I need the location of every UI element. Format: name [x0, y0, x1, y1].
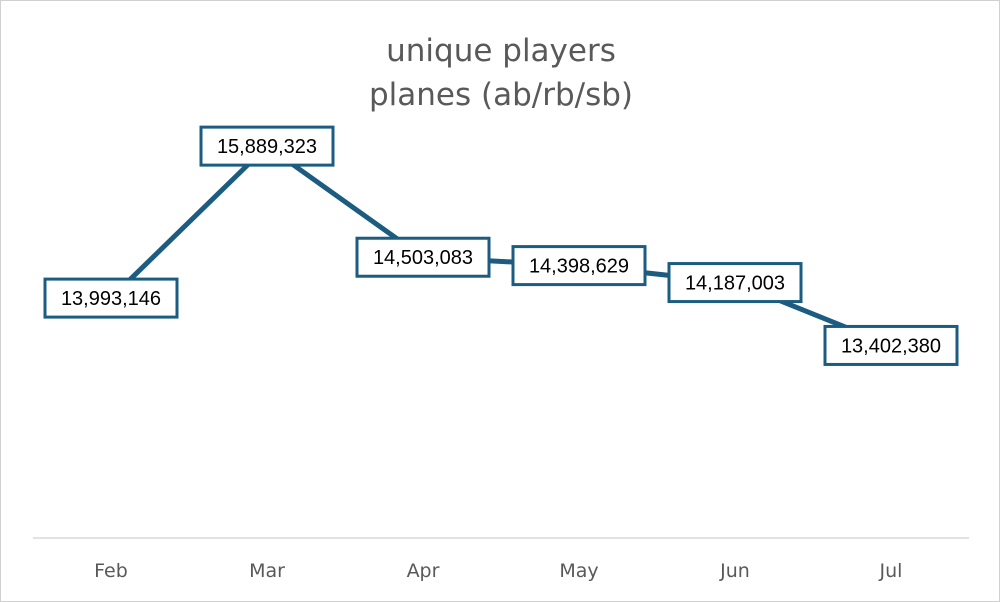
data-label-text: 15,889,323	[217, 136, 317, 158]
data-label: 13,402,380	[823, 324, 959, 366]
data-label: 14,503,083	[355, 236, 491, 278]
data-label-text: 14,398,629	[529, 256, 629, 278]
chart-title-line-2: planes (ab/rb/sb)	[368, 77, 633, 113]
data-label-box	[199, 125, 335, 167]
x-tick-label: May	[559, 560, 598, 582]
x-tick-label: Mar	[249, 560, 285, 582]
chart-title-line-1: unique players	[386, 33, 616, 69]
data-label: 14,398,629	[511, 245, 647, 287]
data-label-text: 14,187,003	[685, 273, 785, 295]
data-label-box	[511, 245, 647, 287]
data-label: 14,187,003	[667, 262, 803, 304]
x-tick-label: Jul	[879, 560, 903, 582]
data-label-box	[667, 262, 803, 304]
data-label-box	[43, 277, 179, 319]
series-line	[108, 143, 894, 348]
x-tick-label: Apr	[407, 560, 440, 582]
data-label-text: 13,402,380	[841, 335, 941, 357]
data-label: 13,993,146	[43, 277, 179, 319]
data-label-text: 13,993,146	[61, 288, 161, 310]
x-tick-label: Jun	[719, 560, 750, 582]
x-tick-label: Feb	[94, 560, 128, 582]
data-label-box	[823, 324, 959, 366]
chart-title: unique players planes (ab/rb/sb)	[1, 29, 1000, 117]
data-label-text: 14,503,083	[373, 247, 473, 269]
data-label: 15,889,323	[199, 125, 335, 167]
data-label-box	[355, 236, 491, 278]
